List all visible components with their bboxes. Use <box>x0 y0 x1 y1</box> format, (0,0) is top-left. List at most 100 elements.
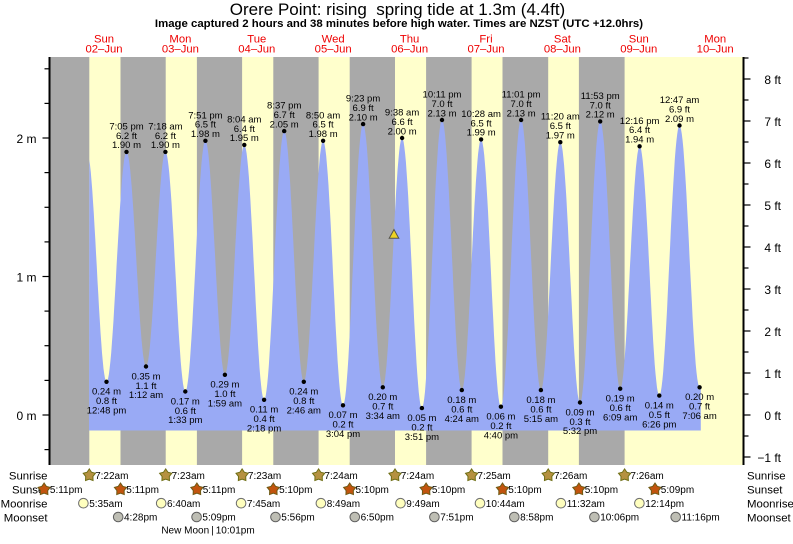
svg-text:0.20 m: 0.20 m <box>368 392 397 403</box>
svg-text:07–Jun: 07–Jun <box>467 44 504 56</box>
svg-text:2:18 pm: 2:18 pm <box>247 424 281 435</box>
svg-text:0.6 ft: 0.6 ft <box>451 404 472 415</box>
svg-text:1.94 m: 1.94 m <box>625 135 654 146</box>
svg-text:02–Jun: 02–Jun <box>85 44 122 56</box>
svg-text:1 m: 1 m <box>16 270 36 284</box>
svg-text:0.2 ft: 0.2 ft <box>332 420 353 431</box>
svg-text:0.07 m: 0.07 m <box>328 410 357 421</box>
svg-text:Mon: Mon <box>704 34 726 46</box>
svg-text:6 ft: 6 ft <box>764 157 781 171</box>
svg-text:Fri: Fri <box>479 34 492 46</box>
svg-text:0.2 ft: 0.2 ft <box>411 422 432 433</box>
svg-text:7:24am: 7:24am <box>401 471 434 482</box>
svg-text:4 ft: 4 ft <box>764 241 781 255</box>
svg-text:0.3 ft: 0.3 ft <box>569 417 590 428</box>
svg-text:0.24 m: 0.24 m <box>289 387 318 398</box>
svg-text:Sunset: Sunset <box>747 485 783 497</box>
svg-text:0.8 ft: 0.8 ft <box>96 396 117 407</box>
svg-text:7:24am: 7:24am <box>324 471 357 482</box>
svg-text:6.5 ft: 6.5 ft <box>313 120 334 131</box>
svg-text:0.14 m: 0.14 m <box>645 401 674 412</box>
svg-text:0.29 m: 0.29 m <box>210 380 239 391</box>
svg-text:9:38 am: 9:38 am <box>385 108 419 119</box>
svg-text:Orere Point: rising spring ti: Orere Point: rising spring tide at 1.3m … <box>230 0 565 19</box>
svg-text:06–Jun: 06–Jun <box>391 44 428 56</box>
svg-text:8 ft: 8 ft <box>764 73 781 87</box>
svg-text:2.12 m: 2.12 m <box>586 110 615 121</box>
svg-text:0.11 m: 0.11 m <box>250 405 278 416</box>
svg-text:03–Jun: 03–Jun <box>162 44 199 56</box>
svg-text:0 m: 0 m <box>16 409 36 423</box>
svg-text:1.99 m: 1.99 m <box>467 128 496 139</box>
svg-text:0.18 m: 0.18 m <box>526 395 555 406</box>
svg-text:5:32 pm: 5:32 pm <box>563 426 597 437</box>
svg-text:1.95 m: 1.95 m <box>230 133 259 144</box>
svg-text:04–Jun: 04–Jun <box>238 44 275 56</box>
svg-text:4:28pm: 4:28pm <box>124 513 157 524</box>
svg-text:0.7 ft: 0.7 ft <box>689 402 710 413</box>
svg-text:3:34 am: 3:34 am <box>366 411 400 422</box>
svg-text:5:10pm: 5:10pm <box>585 485 618 496</box>
svg-text:2:46 am: 2:46 am <box>287 406 321 417</box>
svg-text:0.17 m: 0.17 m <box>171 396 200 407</box>
svg-text:1.1 ft: 1.1 ft <box>135 381 156 392</box>
svg-text:12:47 am: 12:47 am <box>660 95 700 106</box>
svg-text:Wed: Wed <box>322 34 345 46</box>
svg-text:0.4 ft: 0.4 ft <box>254 414 275 425</box>
svg-text:5:56pm: 5:56pm <box>281 513 314 524</box>
svg-text:0.7 ft: 0.7 ft <box>372 402 393 413</box>
svg-text:5:10pm: 5:10pm <box>508 485 541 496</box>
svg-text:7.0 ft: 7.0 ft <box>431 99 452 110</box>
svg-text:6:09 am: 6:09 am <box>603 412 637 423</box>
svg-text:7:26am: 7:26am <box>554 471 587 482</box>
svg-text:6.7 ft: 6.7 ft <box>274 110 295 121</box>
svg-text:5:35am: 5:35am <box>89 499 122 510</box>
svg-text:Sunrise: Sunrise <box>747 471 786 483</box>
svg-text:11:32am: 11:32am <box>567 499 605 510</box>
svg-text:2.09 m: 2.09 m <box>665 114 694 125</box>
svg-text:7 ft: 7 ft <box>764 115 781 129</box>
svg-text:2.13 m: 2.13 m <box>507 108 536 119</box>
svg-text:0.05 m: 0.05 m <box>407 413 436 424</box>
svg-text:7:23am: 7:23am <box>172 471 205 482</box>
svg-text:0.6 ft: 0.6 ft <box>175 406 196 417</box>
svg-text:6.5 ft: 6.5 ft <box>471 118 492 129</box>
svg-text:9:23 pm: 9:23 pm <box>346 94 380 105</box>
svg-text:05–Jun: 05–Jun <box>315 44 352 56</box>
svg-text:6.9 ft: 6.9 ft <box>353 103 374 114</box>
svg-text:Sunrise: Sunrise <box>9 471 48 483</box>
svg-text:6.4 ft: 6.4 ft <box>629 125 650 136</box>
svg-text:7:06 am: 7:06 am <box>682 411 716 422</box>
svg-text:1:12 am: 1:12 am <box>129 390 163 401</box>
svg-text:5:10pm: 5:10pm <box>356 485 389 496</box>
svg-text:3:04 pm: 3:04 pm <box>326 429 360 440</box>
svg-text:0.5 ft: 0.5 ft <box>649 410 670 421</box>
svg-text:6.6 ft: 6.6 ft <box>392 117 413 128</box>
svg-text:6:50pm: 6:50pm <box>361 513 394 524</box>
svg-text:6.2 ft: 6.2 ft <box>116 131 137 142</box>
svg-text:Moonset: Moonset <box>747 512 792 524</box>
svg-text:7:26am: 7:26am <box>630 471 663 482</box>
svg-text:5:11pm: 5:11pm <box>126 485 159 496</box>
svg-text:5:11pm: 5:11pm <box>50 485 83 496</box>
svg-text:2.13 m: 2.13 m <box>427 108 456 119</box>
svg-text:New Moon | 10:01pm: New Moon | 10:01pm <box>161 526 254 537</box>
svg-text:08–Jun: 08–Jun <box>544 44 581 56</box>
svg-text:2.05 m: 2.05 m <box>270 119 299 130</box>
svg-text:7:25am: 7:25am <box>477 471 510 482</box>
svg-text:1:33 pm: 1:33 pm <box>168 415 202 426</box>
svg-text:7.0 ft: 7.0 ft <box>511 99 532 110</box>
svg-text:0.18 m: 0.18 m <box>447 395 476 406</box>
svg-text:0.20 m: 0.20 m <box>685 392 714 403</box>
svg-text:10:06pm: 10:06pm <box>600 513 639 524</box>
svg-text:Tue: Tue <box>247 34 266 46</box>
svg-text:1 ft: 1 ft <box>764 367 781 381</box>
svg-text:0.19 m: 0.19 m <box>606 394 635 405</box>
svg-text:8:49am: 8:49am <box>327 499 360 510</box>
svg-text:6.9 ft: 6.9 ft <box>669 104 690 115</box>
svg-text:6:40am: 6:40am <box>167 499 200 510</box>
svg-text:7:51 pm: 7:51 pm <box>188 110 222 121</box>
svg-text:Mon: Mon <box>169 34 191 46</box>
svg-text:6.5 ft: 6.5 ft <box>550 121 571 132</box>
svg-text:5:10pm: 5:10pm <box>432 485 465 496</box>
